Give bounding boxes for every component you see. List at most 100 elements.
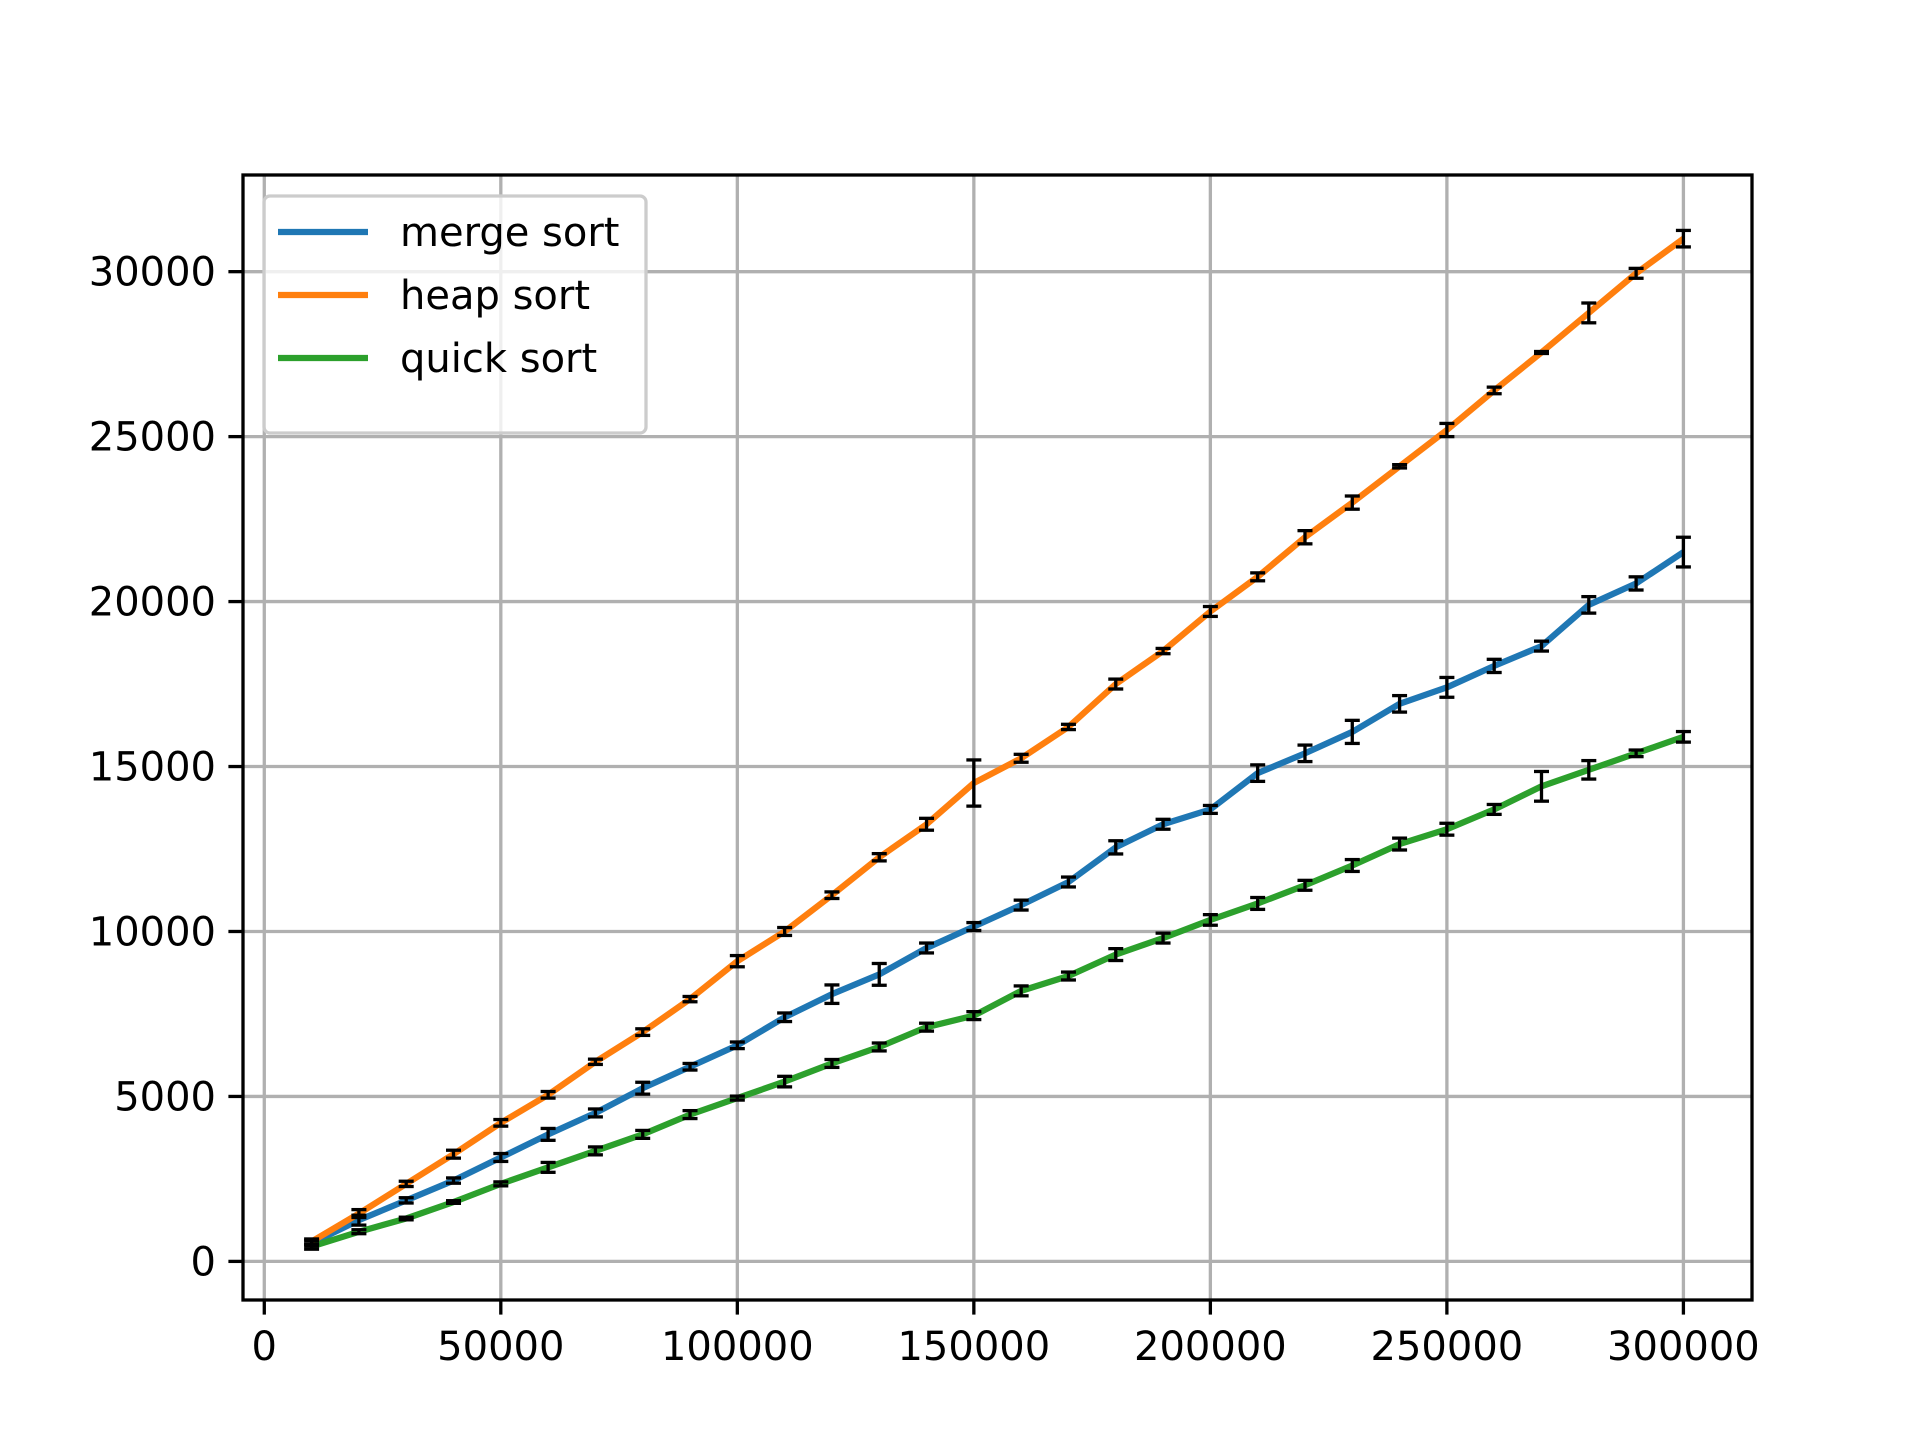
error-bar [1675,729,1691,744]
error-bar [587,1145,603,1157]
error-bar [1202,803,1218,816]
y-tick-label: 30000 [89,250,216,296]
error-bar [1439,821,1455,837]
y-tick-label: 20000 [89,580,216,626]
error-bar [540,1089,556,1100]
error-bar [540,1126,556,1142]
error-bar [635,1128,651,1140]
legend-label: quick sort [400,336,597,382]
error-bar [1533,639,1549,653]
error-bar [1108,677,1124,691]
error-bar [304,1242,320,1251]
error-bar [1108,839,1124,856]
error-bar [1060,722,1076,732]
error-bar [682,1108,698,1121]
error-bar [587,1107,603,1119]
error-bar [1486,657,1502,675]
error-bar [729,1094,745,1102]
x-tick-label: 200000 [1134,1324,1287,1370]
error-bar [824,983,840,1006]
error-bar [966,1010,982,1022]
error-bar [824,890,840,901]
x-tick-label: 50000 [437,1324,564,1370]
error-bar [351,1207,367,1220]
error-bar [1392,693,1408,714]
x-tick-label: 100000 [661,1324,814,1370]
y-tick-label: 25000 [89,415,216,461]
error-bar [398,1179,414,1189]
error-bar [1108,946,1124,963]
error-bar [1533,769,1549,803]
error-bar [1202,913,1218,927]
error-bar [1628,266,1644,280]
axes-frame [241,173,1754,1302]
error-bar [587,1057,603,1067]
error-bar [1344,494,1360,511]
error-bar [824,1057,840,1070]
error-bar [729,1040,745,1051]
error-bar [1297,878,1313,892]
y-tick-label: 10000 [89,909,216,955]
error-bar [1439,675,1455,699]
error-bar [493,1117,509,1128]
error-bar [1155,931,1171,945]
error-bar [1013,752,1029,764]
series-line [310,733,1685,1250]
error-bar [1202,604,1218,619]
error-bar [777,1011,793,1024]
error-bar [1581,758,1597,781]
error-bar [1344,718,1360,746]
error-bar [1486,385,1502,396]
error-bar [1533,349,1549,356]
error-bar [1675,228,1691,249]
y-tick-label: 15000 [89,745,216,791]
x-tick-label: 300000 [1607,1324,1760,1370]
error-bar [966,758,982,808]
error-bar [1297,528,1313,546]
error-bar [493,1180,509,1188]
error-bar [919,816,935,832]
error-bar [682,994,698,1004]
error-bar [1155,817,1171,831]
error-bar [777,1074,793,1089]
error-bar [1060,875,1076,889]
error-bar [351,1228,367,1236]
error-bar [919,941,935,955]
error-bar [635,1027,651,1038]
error-bar [1250,571,1266,583]
error-bar [398,1196,414,1205]
error-bar [493,1151,509,1164]
error-bar [1439,421,1455,439]
error-bar [729,953,745,969]
error-bar [1392,836,1408,852]
error-bar [1392,463,1408,470]
error-bar [1628,748,1644,759]
legend-label: heap sort [400,273,590,319]
legend-box [262,194,648,435]
error-bar [446,1176,462,1185]
error-bar [777,925,793,938]
error-bar [540,1160,556,1174]
error-bar [398,1215,414,1222]
series-line [310,549,1686,1247]
error-bar [919,1021,935,1033]
error-bar [1675,535,1691,569]
error-bar [871,1041,887,1053]
x-tick-label: 0 [252,1324,277,1370]
error-bar [1250,763,1266,784]
error-bar [446,1148,462,1160]
legend-label: merge sort [400,210,619,256]
y-tick-label: 0 [191,1239,216,1285]
x-tick-label: 150000 [897,1324,1050,1370]
error-bar [446,1199,462,1205]
error-bar [1628,575,1644,592]
error-bar [1486,802,1502,817]
error-bar [1297,743,1313,764]
error-bar [1013,898,1029,912]
error-bar [1344,857,1360,874]
error-bar [1155,646,1171,656]
legend: merge sort heap sort quick sort [262,194,648,435]
error-bar [871,851,887,863]
error-bar [966,920,982,933]
